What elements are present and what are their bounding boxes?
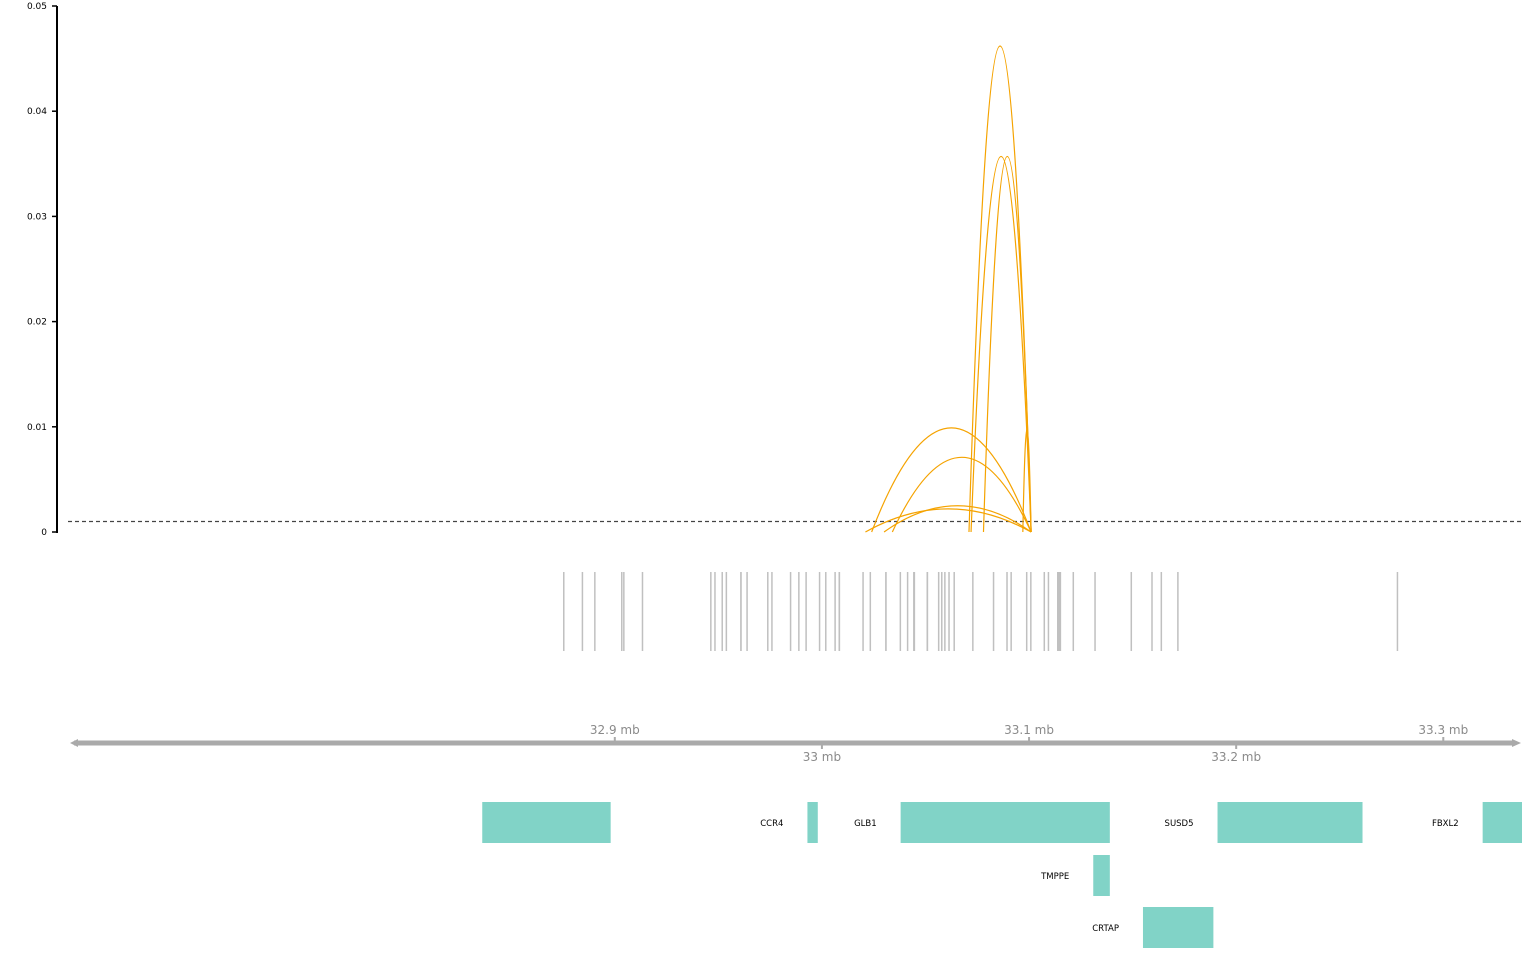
arc <box>982 155 1032 533</box>
gene-track: CCR4 GLB1 SUSD5 FBXL2 TMPPE CRTAP <box>482 802 1522 948</box>
axis-tick-label: 33 mb <box>803 750 841 764</box>
axis-arrow-left-icon <box>70 739 78 747</box>
y-tick-label: 0.04 <box>27 107 47 117</box>
gene-label: FBXL2 <box>1432 819 1459 829</box>
genome-axis-ticks: 32.9 mb 33.1 mb 33.3 mb 33 mb 33.2 mb <box>590 723 1468 764</box>
peak-mark <box>771 572 773 651</box>
y-tick-label: 0.01 <box>27 423 47 433</box>
gene-block <box>1217 802 1363 843</box>
peak-mark <box>992 572 995 651</box>
peak-mark <box>1151 572 1153 651</box>
arc <box>1022 428 1032 533</box>
peak-mark <box>953 572 955 651</box>
y-tick-label: 0 <box>41 528 47 538</box>
peak-mark <box>944 572 946 651</box>
peak-mark <box>721 572 723 651</box>
peak-mark <box>789 572 792 651</box>
peak-track <box>563 572 1399 651</box>
peak-mark <box>1130 572 1133 651</box>
peak-mark <box>818 572 821 651</box>
y-tick-label: 0.02 <box>27 318 47 328</box>
gene-block <box>1142 907 1214 948</box>
arc <box>883 505 1032 533</box>
peak-mark <box>725 572 728 651</box>
peak-mark <box>1160 572 1163 651</box>
axis-tick-label: 33.3 mb <box>1418 723 1468 737</box>
peak-mark <box>948 572 950 651</box>
peak-mark <box>1072 572 1075 651</box>
peak-mark <box>1006 572 1008 651</box>
peak-mark <box>906 572 909 651</box>
peak-mark <box>641 572 644 651</box>
axis-tick-label: 33.1 mb <box>1004 723 1054 737</box>
gene-label: SUSD5 <box>1165 819 1194 829</box>
peak-mark <box>1047 572 1050 651</box>
peak-mark <box>937 572 940 651</box>
peak-mark <box>862 572 864 651</box>
peak-mark <box>899 572 902 651</box>
axis-arrow-right-icon <box>1512 739 1521 747</box>
gene-label: TMPPE <box>1040 872 1069 882</box>
gene-block <box>482 802 611 843</box>
arc-series <box>865 45 1032 533</box>
gene-block <box>1482 802 1522 843</box>
peak-mark <box>1396 572 1399 651</box>
peak-mark <box>621 572 623 651</box>
genome-axis: 32.9 mb 33.1 mb 33.3 mb 33 mb 33.2 mb <box>70 723 1521 764</box>
gene-label: GLB1 <box>854 819 877 829</box>
axis-tick-label: 32.9 mb <box>590 723 640 737</box>
arc <box>970 155 1032 533</box>
peak-mark <box>834 572 836 651</box>
peak-mark <box>885 572 887 651</box>
peak-mark <box>798 572 800 651</box>
peak-mark <box>869 572 872 651</box>
arc-panel: 0 0.01 0.02 0.03 0.04 0.05 <box>27 2 1522 538</box>
arc <box>871 427 1032 533</box>
axis-tick-label: 33.2 mb <box>1211 750 1261 764</box>
peak-mark <box>913 572 916 651</box>
peak-mark <box>1094 572 1096 651</box>
peak-mark <box>838 572 841 651</box>
peak-mark <box>1030 572 1032 651</box>
gene-label: CCR4 <box>760 819 783 829</box>
arc <box>968 45 1032 533</box>
gene-block <box>807 802 818 843</box>
peak-mark <box>767 572 769 651</box>
peak-mark <box>1010 572 1012 651</box>
peak-mark <box>581 572 584 651</box>
peak-mark <box>623 572 625 651</box>
gene-block <box>1093 855 1110 896</box>
peak-mark <box>710 572 712 651</box>
peak-mark <box>805 572 807 651</box>
peak-mark <box>746 572 748 651</box>
gene-label: CRTAP <box>1092 924 1119 934</box>
peak-mark <box>1043 572 1046 651</box>
peak-mark <box>972 572 974 651</box>
peak-mark <box>926 572 929 651</box>
peak-mark <box>941 572 943 651</box>
y-tick-label: 0.05 <box>27 2 47 12</box>
y-axis-ticks: 0 0.01 0.02 0.03 0.04 0.05 <box>27 2 57 538</box>
peak-mark <box>825 572 827 651</box>
peak-mark <box>563 572 565 651</box>
gene-block <box>900 802 1110 843</box>
peak-mark <box>1057 572 1062 651</box>
peak-mark <box>1177 572 1179 651</box>
peak-mark <box>714 572 716 651</box>
peak-mark <box>740 572 742 651</box>
arc <box>865 508 1032 533</box>
peak-mark <box>594 572 596 651</box>
peak-mark <box>1025 572 1028 651</box>
arc <box>891 456 1032 533</box>
y-tick-label: 0.03 <box>27 212 47 222</box>
